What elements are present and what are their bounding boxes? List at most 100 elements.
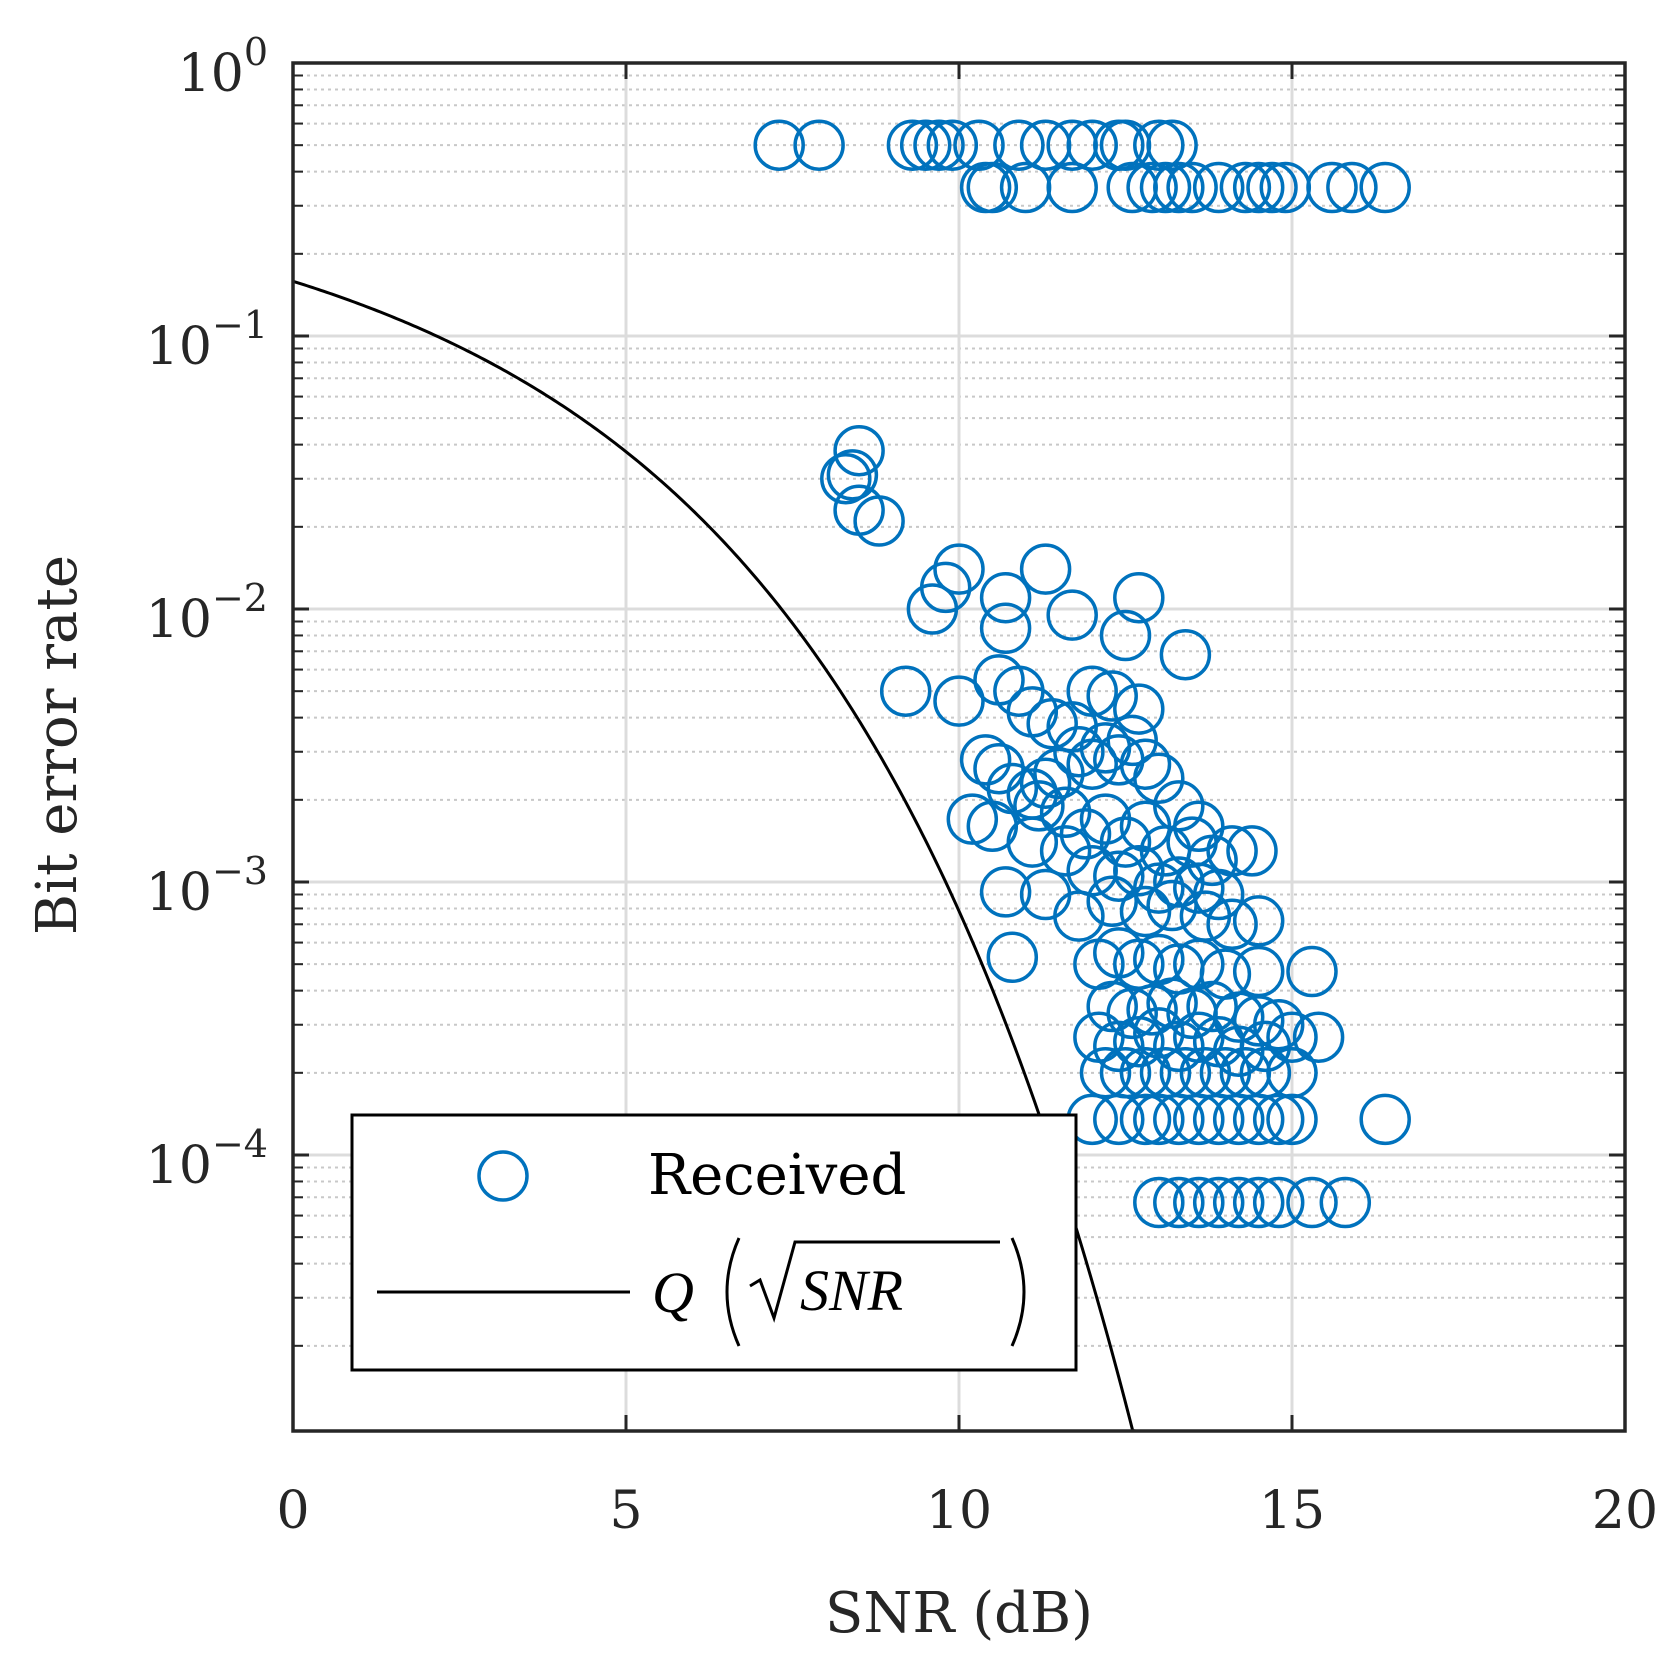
received-point [1013, 780, 1065, 832]
received-point [979, 602, 1032, 655]
received-point [1159, 628, 1212, 681]
received-point [1093, 850, 1145, 902]
y-tick-label-base: 10 [178, 44, 244, 104]
received-point [1153, 1176, 1205, 1229]
received-point [993, 119, 1045, 171]
x-tick-label: 10 [926, 1481, 992, 1541]
received-point [1126, 984, 1178, 1036]
received-point [1119, 885, 1172, 938]
received-point [959, 734, 1012, 786]
received-point [1173, 1176, 1225, 1229]
y-axis-title: Bit error rate [25, 555, 90, 935]
received-point [826, 449, 879, 501]
received-points-layer [753, 119, 1411, 1229]
received-point [899, 119, 952, 171]
received-point [1252, 1093, 1305, 1146]
x-tick-label: 20 [1592, 1481, 1658, 1541]
y-tick-label-base: 10 [146, 1136, 212, 1196]
received-point [1039, 786, 1092, 839]
received-point [1286, 945, 1338, 998]
y-tick-label-exponent: −4 [212, 1122, 268, 1166]
received-point [1219, 161, 1272, 214]
received-point [820, 452, 872, 505]
received-point [1066, 738, 1118, 790]
received-point [913, 119, 965, 171]
y-tick-label-exponent: 0 [244, 30, 268, 74]
y-tick-label-base: 10 [146, 317, 212, 377]
legend-theory-arg: SNR [800, 1258, 903, 1323]
received-point [1086, 875, 1138, 928]
received-point [946, 793, 999, 845]
y-tick-label: 10−1 [146, 303, 268, 377]
received-point [979, 571, 1032, 624]
y-tick-label-exponent: −2 [212, 576, 268, 620]
received-point [1053, 725, 1105, 778]
received-point [1212, 1093, 1265, 1146]
received-point [1079, 1047, 1132, 1099]
legend-received-marker [477, 1150, 529, 1202]
received-point [1033, 747, 1085, 800]
y-tick-label-exponent: −1 [212, 303, 268, 347]
received-point [1093, 1093, 1145, 1146]
received-point [1119, 738, 1172, 790]
received-point [1286, 1176, 1338, 1229]
received-point [853, 495, 905, 547]
received-point [1133, 752, 1185, 804]
received-point [1039, 825, 1092, 877]
received-point [1146, 879, 1198, 932]
y-tick-label: 10−3 [146, 849, 268, 923]
x-tick-label: 5 [609, 1481, 642, 1541]
received-point [1113, 571, 1165, 624]
legend-sqrt-sign [749, 1240, 1000, 1323]
received-point [1046, 589, 1098, 641]
legend-received-label: Received [648, 1143, 906, 1208]
received-point [1186, 980, 1238, 1033]
received-point [879, 665, 932, 717]
received-point [1086, 980, 1138, 1033]
received-point [1212, 1176, 1265, 1229]
received-point [1192, 1176, 1245, 1229]
y-tick-label-base: 10 [146, 590, 212, 650]
legend-right-paren [1010, 1237, 1026, 1347]
received-point [1113, 683, 1165, 735]
received-point [1113, 844, 1165, 897]
received-point [1133, 1093, 1185, 1146]
received-point [1232, 995, 1285, 1047]
received-point [1266, 1093, 1318, 1146]
received-point [1146, 119, 1198, 171]
received-point [1099, 609, 1152, 662]
received-point [1086, 670, 1138, 722]
received-point [1192, 1093, 1245, 1146]
received-point [1173, 1011, 1225, 1063]
received-point [1066, 119, 1118, 171]
received-point [1153, 161, 1205, 214]
received-point [1093, 1020, 1145, 1073]
received-point [1026, 697, 1078, 750]
y-tick-label: 10−2 [146, 576, 268, 650]
received-point [793, 119, 845, 171]
received-point [1239, 1020, 1292, 1073]
received-point [1019, 543, 1072, 595]
received-point [1232, 1176, 1285, 1229]
received-point [1306, 161, 1358, 214]
received-point [1133, 119, 1185, 171]
y-tick-label-exponent: −3 [212, 849, 268, 893]
legend-theory-q: Q [652, 1260, 694, 1325]
x-tick-label: 15 [1259, 1481, 1325, 1541]
received-point [1059, 808, 1112, 860]
received-point [1232, 161, 1285, 214]
y-tick-label: 10−4 [146, 1122, 268, 1196]
received-point [1066, 665, 1118, 717]
received-point [1019, 757, 1072, 809]
received-point [1246, 161, 1298, 214]
received-point [1173, 1093, 1225, 1146]
received-point [933, 543, 985, 595]
received-point [1046, 161, 1098, 214]
received-point [1359, 161, 1411, 214]
y-tick-label: 100 [178, 30, 268, 104]
received-point [1173, 862, 1225, 914]
legend: Received Q SNR [350, 1113, 1078, 1372]
